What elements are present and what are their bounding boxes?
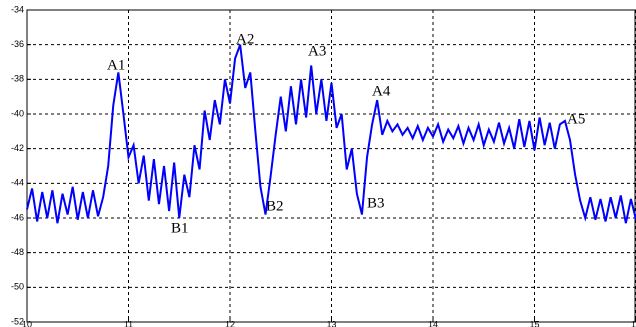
annotation: A5 xyxy=(567,111,585,127)
annotation: A3 xyxy=(308,43,326,59)
y-tick-label: -42 xyxy=(11,143,24,153)
y-tick-label: -48 xyxy=(11,247,24,257)
y-tick-label: -38 xyxy=(11,74,24,84)
y-tick-label: -46 xyxy=(11,212,24,222)
x-tick-label: 15 xyxy=(529,319,539,327)
y-tick-label: -40 xyxy=(11,108,24,118)
annotation: A2 xyxy=(236,31,254,47)
annotation: A4 xyxy=(372,83,391,99)
y-tick-label: -44 xyxy=(11,178,24,188)
y-tick-label: -34 xyxy=(11,4,24,14)
y-tick-label: -50 xyxy=(11,282,24,292)
y-tick-label: -52 xyxy=(11,316,24,326)
x-tick-label: 10 xyxy=(22,319,32,327)
annotation: B3 xyxy=(367,195,385,211)
x-tick-label: 12 xyxy=(225,319,235,327)
annotation: B1 xyxy=(171,220,189,236)
annotation: A1 xyxy=(107,57,125,73)
x-tick-label: 11 xyxy=(124,319,133,327)
annotation: B2 xyxy=(266,198,284,214)
y-tick-label: -36 xyxy=(11,39,24,49)
x-tick-label: 13 xyxy=(326,319,336,327)
x-tick-label: 14 xyxy=(428,319,438,327)
signal-line xyxy=(26,44,636,224)
plot-frame xyxy=(26,9,636,323)
x-tick-label: 16 xyxy=(631,319,636,327)
